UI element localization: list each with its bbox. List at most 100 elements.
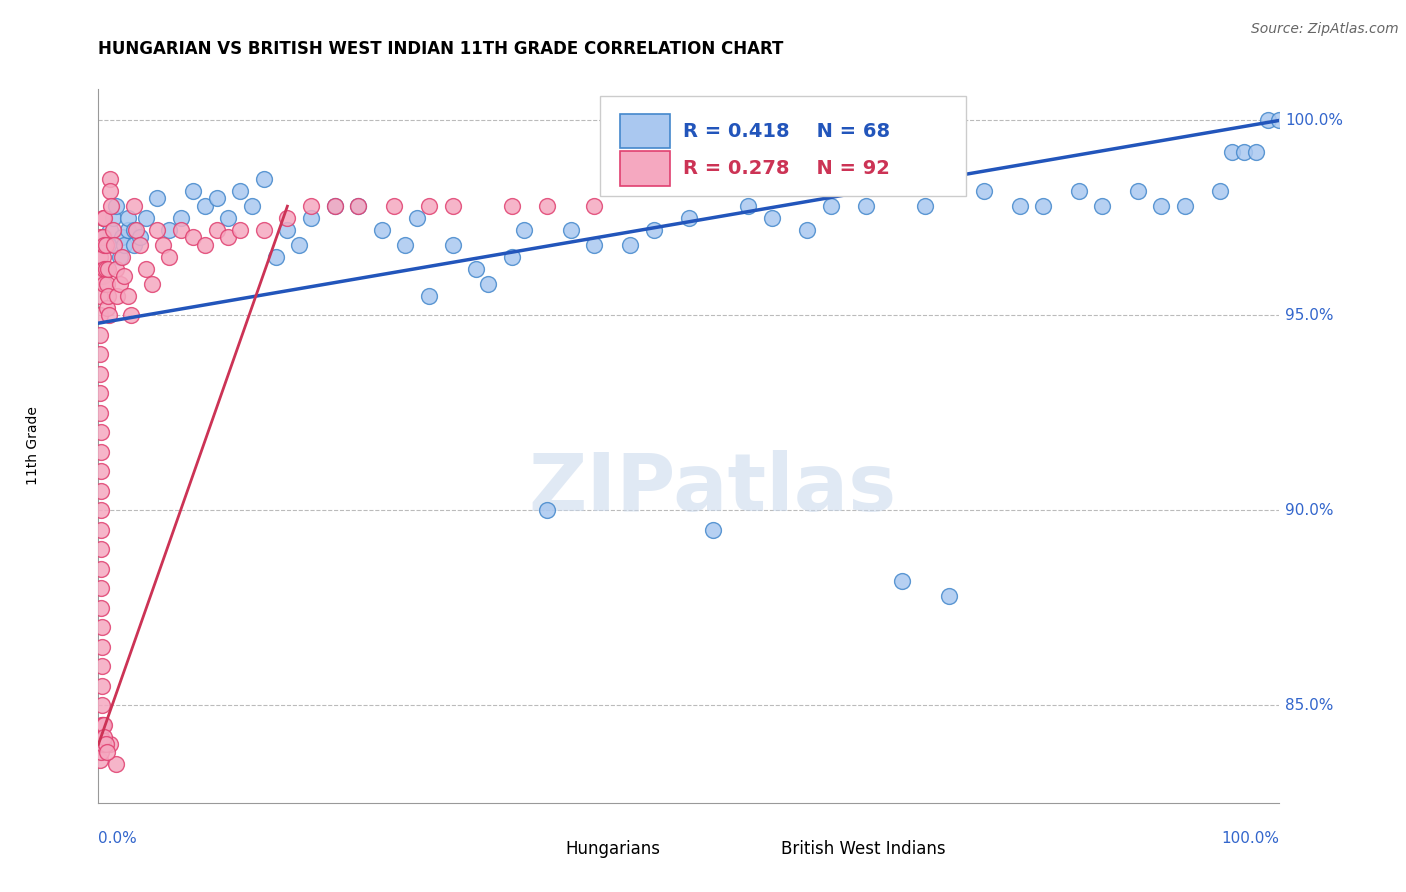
Point xyxy=(170,211,193,225)
Point xyxy=(1126,184,1149,198)
Point xyxy=(217,230,239,244)
Point xyxy=(91,718,114,732)
Point xyxy=(112,238,135,252)
Point xyxy=(1174,199,1197,213)
Point xyxy=(146,222,169,236)
Point xyxy=(229,222,252,236)
Point xyxy=(90,745,112,759)
Point xyxy=(194,238,217,252)
Point xyxy=(91,733,114,747)
Point xyxy=(122,238,145,252)
Point xyxy=(90,464,112,478)
Point xyxy=(94,261,117,276)
Point xyxy=(96,301,118,315)
Point xyxy=(229,184,252,198)
Point xyxy=(91,211,114,225)
Point xyxy=(181,230,204,244)
Text: British West Indians: British West Indians xyxy=(782,840,946,858)
Text: 90.0%: 90.0% xyxy=(1285,503,1334,518)
Point xyxy=(111,250,134,264)
Point xyxy=(117,211,139,225)
Text: 85.0%: 85.0% xyxy=(1285,698,1334,713)
Point xyxy=(93,277,115,292)
Point xyxy=(90,425,112,440)
Point xyxy=(477,277,499,292)
Point xyxy=(135,211,157,225)
Point xyxy=(108,277,131,292)
Point xyxy=(371,222,394,236)
Point xyxy=(276,211,298,225)
Point xyxy=(89,327,111,342)
Point xyxy=(91,718,114,732)
Point xyxy=(1209,184,1232,198)
Point xyxy=(323,199,346,213)
Point xyxy=(121,309,143,323)
Point xyxy=(93,730,115,744)
Text: R = 0.418    N = 68: R = 0.418 N = 68 xyxy=(683,122,890,141)
Point xyxy=(560,222,582,236)
Point xyxy=(855,199,877,213)
Point xyxy=(128,230,150,244)
Point xyxy=(90,730,112,744)
FancyBboxPatch shape xyxy=(620,152,671,186)
Point xyxy=(1008,199,1031,213)
Point xyxy=(91,698,114,713)
Point xyxy=(91,718,114,732)
Point xyxy=(170,222,193,236)
Point xyxy=(112,269,135,284)
Point xyxy=(96,745,118,759)
FancyBboxPatch shape xyxy=(506,835,551,863)
Point xyxy=(117,289,139,303)
Point xyxy=(205,222,228,236)
Point xyxy=(89,406,111,420)
Text: ZIPatlas: ZIPatlas xyxy=(529,450,897,528)
Point xyxy=(93,238,115,252)
Point xyxy=(90,542,112,557)
Point xyxy=(91,737,114,751)
Point xyxy=(93,261,115,276)
Point xyxy=(157,222,180,236)
Point xyxy=(89,753,111,767)
Point xyxy=(288,238,311,252)
Text: 11th Grade: 11th Grade xyxy=(27,407,41,485)
Point xyxy=(217,211,239,225)
Point xyxy=(93,211,115,225)
Point xyxy=(418,199,440,213)
Point xyxy=(406,211,429,225)
Point xyxy=(323,199,346,213)
FancyBboxPatch shape xyxy=(620,114,671,148)
Point xyxy=(103,238,125,252)
Point xyxy=(90,562,112,576)
Point xyxy=(938,589,960,603)
Point xyxy=(90,582,112,596)
Point xyxy=(105,756,128,771)
Point xyxy=(299,199,322,213)
Point xyxy=(820,199,842,213)
Point xyxy=(105,199,128,213)
Text: 0.0%: 0.0% xyxy=(98,831,138,847)
Point xyxy=(1032,199,1054,213)
Point xyxy=(146,191,169,205)
Point xyxy=(98,172,121,186)
Point xyxy=(253,222,276,236)
Point xyxy=(1150,199,1173,213)
Point xyxy=(98,309,121,323)
Point xyxy=(347,199,370,213)
Point xyxy=(536,199,558,213)
Point xyxy=(181,184,204,198)
Point xyxy=(347,199,370,213)
Text: 95.0%: 95.0% xyxy=(1285,308,1334,323)
Point xyxy=(382,199,405,213)
Point xyxy=(512,222,534,236)
Point xyxy=(89,347,111,361)
Point xyxy=(90,600,112,615)
Point xyxy=(91,230,114,244)
Point xyxy=(418,289,440,303)
Point xyxy=(94,238,117,252)
Point xyxy=(91,679,114,693)
Point xyxy=(91,620,114,634)
Point xyxy=(141,277,163,292)
Point xyxy=(89,289,111,303)
Point xyxy=(111,230,134,244)
Point xyxy=(205,191,228,205)
